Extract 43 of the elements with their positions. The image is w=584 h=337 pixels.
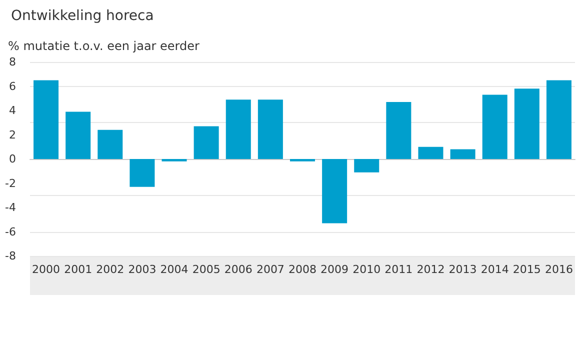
bar	[258, 100, 283, 159]
bar	[34, 80, 59, 159]
bar	[98, 130, 123, 159]
bar	[322, 159, 348, 224]
y-tick-label: -2	[5, 176, 16, 190]
x-tick-label: 2009	[320, 263, 349, 276]
x-tick-label: 2012	[416, 263, 445, 276]
y-tick-label: 0	[9, 152, 16, 166]
x-tick-label: 2014	[480, 263, 509, 276]
x-tick-label: 2011	[384, 263, 413, 276]
y-tick-label: -4	[5, 201, 16, 214]
x-tick-label: 2006	[224, 263, 252, 276]
x-tick-label: 2007	[256, 263, 284, 276]
x-tick-label: 2010	[352, 263, 381, 276]
x-tick-label: 2005	[192, 263, 220, 276]
bar	[450, 149, 476, 159]
bar	[354, 159, 380, 172]
x-tick-label: 2013	[448, 263, 477, 276]
bar	[514, 88, 540, 159]
x-tick-label: 2004	[160, 263, 188, 276]
x-tick-label: 2016	[544, 263, 573, 276]
y-tick-label: -6	[5, 225, 16, 238]
bar	[226, 100, 251, 159]
y-tick-label: -8	[5, 250, 16, 262]
bar	[418, 146, 444, 159]
bar	[66, 112, 91, 159]
x-tick-label: 2001	[64, 263, 92, 276]
y-tick-label: 6	[9, 80, 16, 93]
bar	[194, 126, 219, 159]
bar	[130, 159, 155, 187]
y-tick-label: 8	[9, 56, 16, 68]
bar	[482, 94, 508, 159]
x-tick-label: 2003	[128, 263, 156, 276]
x-tick-label: 2015	[512, 263, 541, 276]
chart-title: Ontwikkeling horeca	[11, 8, 154, 24]
x-tick-label: 2008	[288, 263, 316, 276]
bar	[386, 102, 412, 159]
y-tick-label: 4	[9, 104, 16, 117]
x-tick-label: 2000	[32, 263, 60, 276]
y-axis-title: % mutatie t.o.v. een jaar eerder	[8, 39, 200, 53]
y-tick-label: 2	[9, 128, 16, 142]
x-tick-label: 2002	[96, 263, 124, 276]
bar	[546, 80, 572, 159]
